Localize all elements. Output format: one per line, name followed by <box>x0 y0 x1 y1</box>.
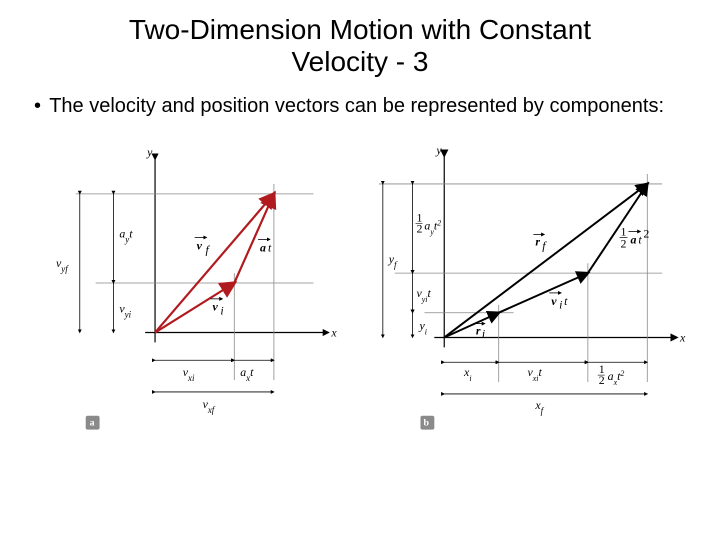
figure-b: y x r i v i t <box>365 133 692 433</box>
label-axt: axt <box>240 365 254 383</box>
svg-text:2: 2 <box>643 227 649 241</box>
label-vf: v f <box>195 238 211 257</box>
svg-text:axt2: axt2 <box>608 369 625 387</box>
label-half-axt2: 1 2 axt2 <box>598 363 625 388</box>
svg-text:t: t <box>639 233 643 247</box>
svg-text:r: r <box>536 235 541 249</box>
bullet-line: • The velocity and position vectors can … <box>34 94 686 119</box>
bullet-marker: • <box>34 94 44 119</box>
svg-text:2: 2 <box>621 237 627 251</box>
vector-at <box>234 194 274 283</box>
vector-rf <box>444 184 647 338</box>
label-vit: v i t <box>549 293 568 312</box>
label-vxit: vxit <box>528 365 543 383</box>
label-xi: xi <box>463 365 471 383</box>
badge-a: a <box>90 418 95 429</box>
svg-text:v: v <box>197 239 203 253</box>
svg-text:t: t <box>268 241 272 255</box>
label-rf: r f <box>534 235 548 253</box>
label-vxf: vxf <box>203 397 216 415</box>
svg-text:i: i <box>482 327 485 341</box>
svg-text:2: 2 <box>599 373 605 387</box>
label-half-at2: 1 2 a t 2 <box>620 225 650 251</box>
figure-row: y x v i v f a <box>56 133 692 433</box>
label-vi: v i <box>211 299 224 318</box>
svg-text:v: v <box>551 294 557 308</box>
svg-text:2: 2 <box>417 222 423 236</box>
label-half-ayt2: 1 2 ayt2 <box>416 211 442 236</box>
vector-vit <box>499 273 588 313</box>
label-ayt: ayt <box>119 227 133 245</box>
axis-x-label-b: x <box>679 331 686 345</box>
label-vyi: vyi <box>119 302 131 320</box>
svg-text:a: a <box>260 241 266 255</box>
label-vyf: vyf <box>56 257 69 275</box>
slide: Two-Dimension Motion with Constant Veloc… <box>0 0 720 540</box>
label-vxi: vxi <box>183 365 195 383</box>
badge-b: b <box>424 418 430 429</box>
slide-title: Two-Dimension Motion with Constant Veloc… <box>88 14 632 78</box>
label-xf: xf <box>535 398 545 416</box>
axis-y-label: y <box>146 146 153 160</box>
bullet-text: The velocity and position vectors can be… <box>49 95 664 117</box>
figure-a: y x v i v f a <box>56 133 353 433</box>
svg-text:r: r <box>476 324 481 338</box>
vector-half-at2 <box>588 184 647 273</box>
svg-text:f: f <box>542 239 547 253</box>
svg-text:ayt2: ayt2 <box>425 218 442 236</box>
axis-x-label: x <box>330 326 337 340</box>
svg-text:i: i <box>559 298 562 312</box>
svg-text:i: i <box>220 304 223 318</box>
svg-text:t: t <box>564 294 568 308</box>
label-yi: yi <box>419 319 427 337</box>
label-at: a t <box>258 240 272 255</box>
svg-text:f: f <box>206 243 211 257</box>
svg-text:a: a <box>631 233 637 247</box>
svg-text:v: v <box>212 300 218 314</box>
axis-y-label-b: y <box>435 144 442 158</box>
label-yf: yf <box>388 253 398 271</box>
label-vyit: vyit <box>417 286 432 304</box>
